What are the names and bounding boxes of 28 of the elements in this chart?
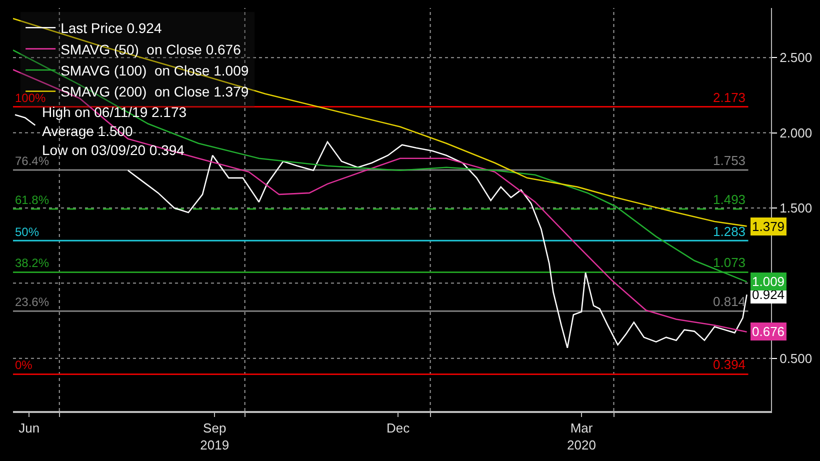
annotation: 76.4% <box>15 154 50 168</box>
legend-label: SMAVG (200) on Close 1.379 <box>60 84 249 100</box>
legend-label: Last Price 0.924 <box>60 20 162 36</box>
ref-line-label: 0.394 <box>713 357 746 372</box>
ref-line-label: 1.493 <box>713 192 746 207</box>
annotation: 0% <box>15 358 33 372</box>
ref-line-label: 1.073 <box>713 255 746 270</box>
annotation: 50% <box>15 225 40 239</box>
ref-line-label: 1.753 <box>713 153 746 168</box>
y-tick-label: 1.500 <box>780 200 812 216</box>
annotation: 23.6% <box>15 295 50 309</box>
y-tick-label: 2.000 <box>780 125 812 140</box>
ref-line-label: 1.283 <box>713 224 746 239</box>
data-label: 0.676 <box>752 324 785 339</box>
y-tick-label: 0.500 <box>780 350 812 366</box>
legend-label: SMAVG (50) on Close 0.676 <box>60 41 242 58</box>
annotation: 100% <box>15 91 46 105</box>
data-label: 1.379 <box>752 219 785 234</box>
line-series <box>13 18 748 227</box>
annotation: 38.2% <box>15 256 50 270</box>
x-tick-label: Jun <box>18 420 40 436</box>
ref-line-label: 2.173 <box>713 90 746 105</box>
x-tick-label: Dec <box>386 420 410 436</box>
y-tick-label: 2.500 <box>780 50 812 66</box>
x-tick-label: Mar 2020 <box>567 420 596 452</box>
data-label: 1.009 <box>752 274 785 289</box>
x-tick-label: Sep 2019 <box>200 420 230 452</box>
annotation: 61.8% <box>15 193 50 207</box>
